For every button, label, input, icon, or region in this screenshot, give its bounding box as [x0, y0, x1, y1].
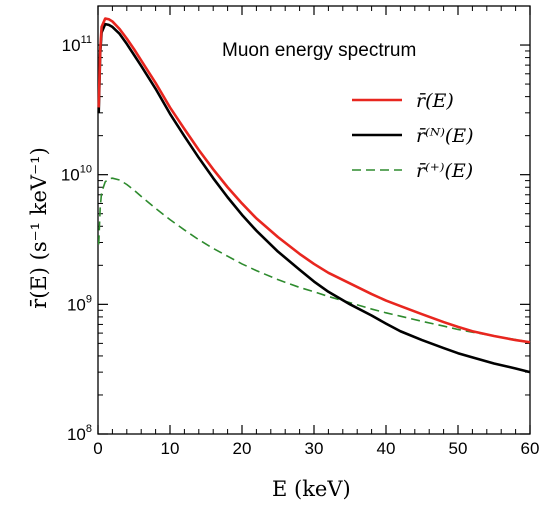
x-tick-label: 50	[449, 439, 468, 458]
y-tick-label: 1010	[61, 164, 92, 185]
tick-labels: 0 10 20 30 40 50 60 108 109 1010 1011	[61, 34, 540, 458]
plot-frame	[97, 5, 531, 435]
series-line-1	[97, 22, 531, 374]
x-tick-label: 20	[233, 439, 252, 458]
series-line-0	[97, 17, 531, 344]
y-tick-label: 108	[67, 423, 92, 444]
y-axis-label: r̄(E) (s⁻¹ keV⁻¹)	[27, 147, 51, 309]
legend-label-1: r̄⁽ᴺ⁾(E)	[416, 125, 474, 147]
series-lines	[97, 17, 531, 374]
axis-ticks	[97, 5, 531, 435]
legend: r̄(E) r̄⁽ᴺ⁾(E) r̄⁽⁺⁾(E)	[352, 90, 474, 182]
y-tick-label: 109	[67, 293, 92, 314]
x-axis-label: E (keV)	[272, 477, 351, 501]
x-tick-label: 0	[93, 439, 102, 458]
x-tick-label: 30	[305, 439, 324, 458]
x-tick-label: 10	[161, 439, 180, 458]
chart-title: Muon energy spectrum	[222, 40, 416, 61]
series-line-2	[97, 177, 531, 344]
legend-label-2: r̄⁽⁺⁾(E)	[416, 160, 473, 182]
y-tick-label: 1011	[62, 34, 92, 55]
legend-label-0: r̄(E)	[416, 90, 454, 112]
x-tick-label: 60	[521, 439, 540, 458]
x-tick-label: 40	[377, 439, 396, 458]
